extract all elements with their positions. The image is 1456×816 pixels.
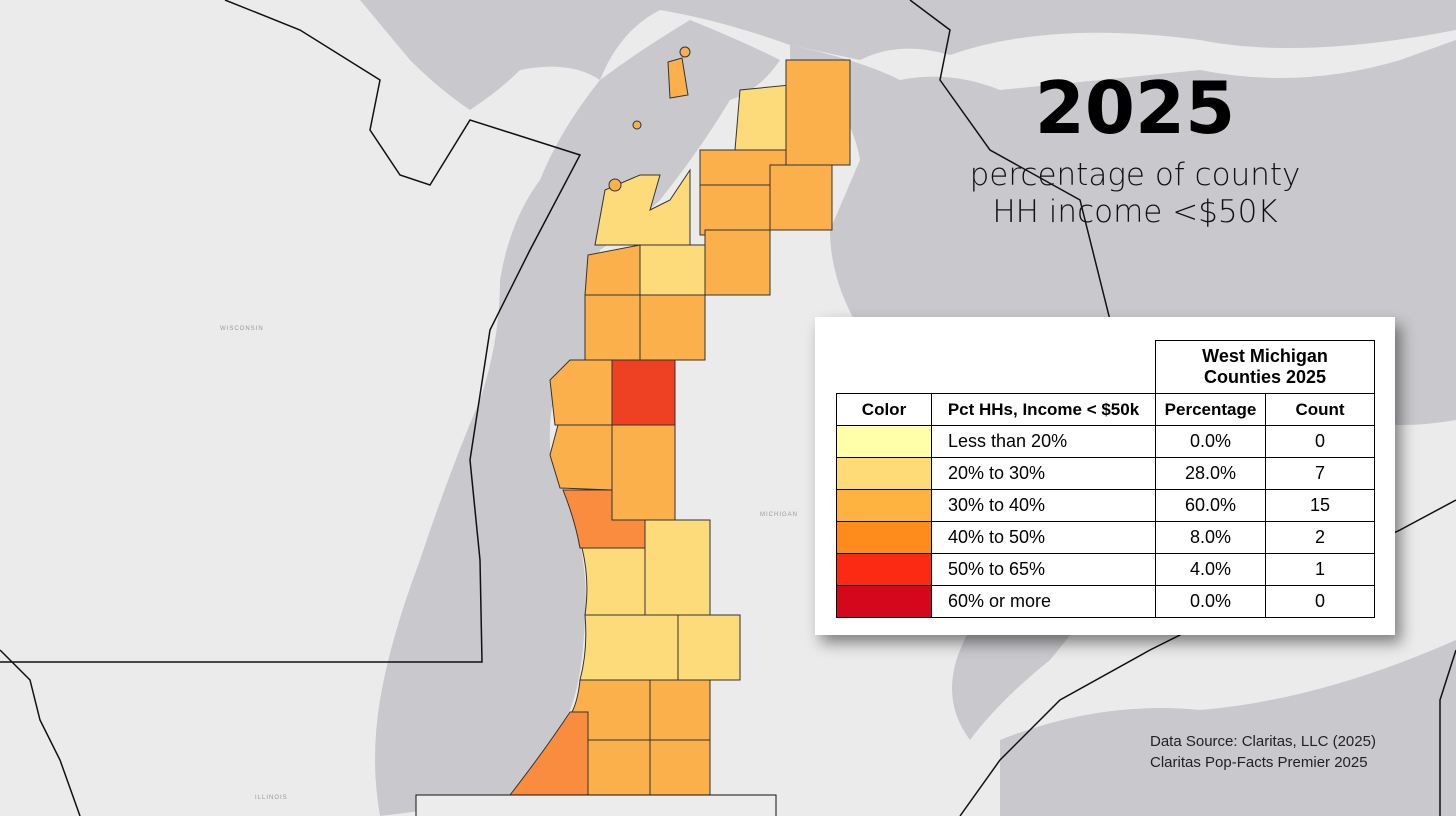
subtitle: percentage of county [969, 157, 1301, 193]
state-border [1439, 649, 1456, 816]
column-header: Color [836, 393, 932, 426]
source: Data Source: Claritas, LLC (2025) [1150, 733, 1376, 750]
color-swatch [836, 521, 932, 554]
island [679, 46, 691, 58]
state-border [959, 499, 1456, 816]
range-label: 40% to 50% [931, 521, 1156, 554]
count: 15 [1265, 489, 1375, 522]
percentage: 8.0% [1155, 521, 1266, 554]
state-border [0, 649, 81, 816]
percentage: 0.0% [1155, 585, 1266, 618]
title: 2025 [1034, 66, 1236, 150]
percentage: 4.0% [1155, 553, 1266, 586]
column-header: Percentage [1155, 393, 1266, 426]
percentage: 60.0% [1155, 489, 1266, 522]
county [587, 739, 651, 796]
state-border [0, 0, 582, 663]
island [608, 178, 622, 192]
legend-table: West Michigan Counties 2025 Color Pct HHs,… [815, 317, 1395, 635]
range-label: 50% to 65% [931, 553, 1156, 586]
map-label: MICHIGAN [760, 512, 798, 518]
county [704, 229, 771, 296]
color-swatch [836, 425, 932, 458]
county [639, 244, 706, 296]
county [769, 164, 833, 231]
county [649, 739, 711, 796]
county [584, 294, 641, 361]
county [734, 84, 791, 151]
color-swatch [836, 553, 932, 586]
range-label: Less than 20% [931, 425, 1156, 458]
county [611, 359, 676, 426]
percentage: 0.0% [1155, 425, 1266, 458]
count: 7 [1265, 457, 1375, 490]
column-header: Count [1265, 393, 1375, 426]
county [549, 424, 613, 491]
island [632, 120, 642, 130]
count: 0 [1265, 585, 1375, 618]
county [639, 294, 706, 361]
state-border [909, 0, 1111, 321]
color-swatch [836, 585, 932, 618]
county [581, 547, 646, 616]
percentage: 28.0% [1155, 457, 1266, 490]
count: 1 [1265, 553, 1375, 586]
island [667, 57, 689, 99]
county [579, 614, 679, 681]
lake-michigan [375, 20, 780, 816]
range-label: 60% or more [931, 585, 1156, 618]
source: Claritas Pop-Facts Premier 2025 [1150, 754, 1368, 771]
lake-superior [0, 0, 1456, 110]
lake-erie [1000, 640, 1456, 816]
county [562, 489, 646, 549]
color-swatch [836, 489, 932, 522]
county [785, 59, 851, 166]
map-label: ILLINOIS [255, 795, 288, 801]
range-label: 30% to 40% [931, 489, 1156, 522]
county [644, 519, 711, 616]
state-border [415, 794, 777, 816]
count: 0 [1265, 425, 1375, 458]
county [677, 614, 741, 681]
column-header: Pct HHs, Income < $50k [931, 393, 1156, 426]
count: 2 [1265, 521, 1375, 554]
county [508, 711, 589, 796]
map-label: WISCONSIN [220, 326, 264, 332]
subtitle: HH income <$50K [992, 194, 1278, 230]
county [649, 679, 711, 741]
color-swatch [836, 457, 932, 490]
county [699, 184, 771, 236]
county [611, 424, 676, 521]
group-header: West Michigan Counties 2025 [1155, 340, 1375, 394]
range-label: 20% to 30% [931, 457, 1156, 490]
